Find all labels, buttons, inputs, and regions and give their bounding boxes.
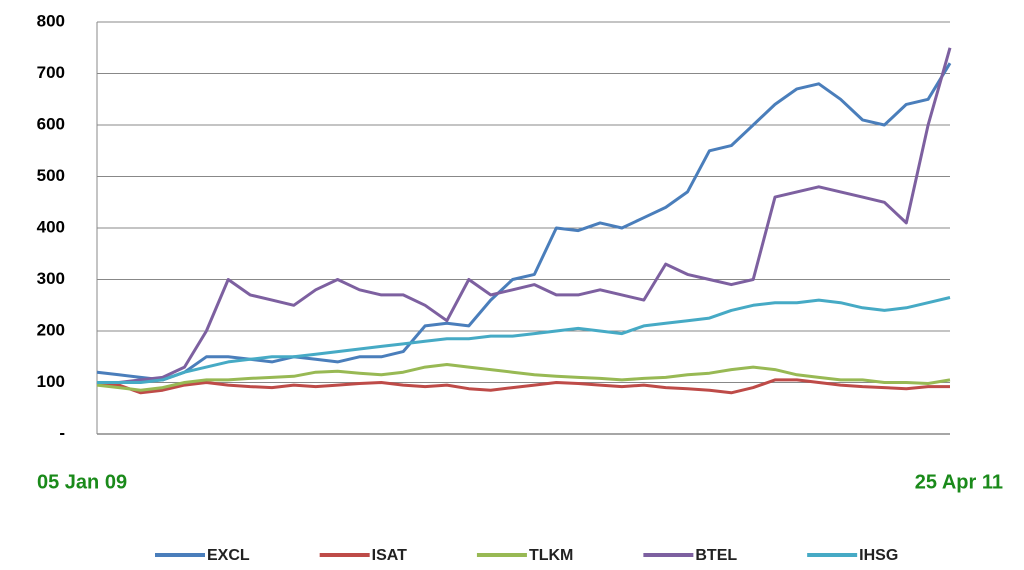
legend-label: TLKM bbox=[529, 547, 573, 564]
y-tick-label: 100 bbox=[37, 372, 65, 391]
y-tick-label: 400 bbox=[37, 217, 65, 236]
y-tick-label: 600 bbox=[37, 114, 65, 133]
legend-label: IHSG bbox=[859, 547, 898, 564]
y-tick-label: 200 bbox=[37, 320, 65, 339]
y-tick-label: 800 bbox=[37, 11, 65, 30]
legend-label: ISAT bbox=[372, 547, 407, 564]
y-tick-label: 700 bbox=[37, 63, 65, 82]
series-line bbox=[96, 62, 952, 382]
y-tick-label: 500 bbox=[37, 166, 65, 185]
y-tick-label: 300 bbox=[37, 269, 65, 288]
x-tick-label: 25 Apr 11 bbox=[915, 471, 1003, 493]
legend-label: BTEL bbox=[695, 547, 737, 564]
y-tick-label: - bbox=[59, 423, 65, 442]
series-line bbox=[97, 296, 951, 384]
series-line bbox=[96, 378, 950, 395]
series-line bbox=[97, 47, 952, 384]
series-line bbox=[96, 363, 951, 392]
x-tick-label: 05 Jan 09 bbox=[37, 471, 127, 493]
legend-label: EXCL bbox=[207, 547, 250, 564]
